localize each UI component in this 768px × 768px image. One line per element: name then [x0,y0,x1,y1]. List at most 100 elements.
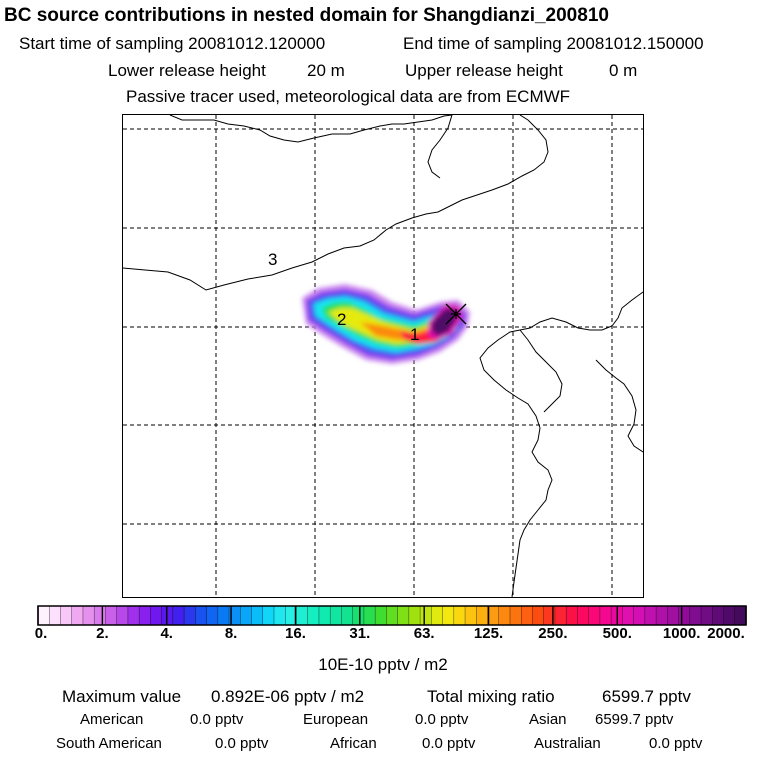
max-value-label: Maximum value [62,687,182,706]
mongolia-lobe [427,115,453,179]
map-canvas: 1 2 3 [123,115,643,597]
region-asian-value: 6599.7 pptv [595,711,674,728]
colorbar-cell [352,606,365,625]
region-african-value: 0.0 pptv [422,735,476,752]
colorbar-cell [678,606,691,625]
colorbar-cell [510,606,522,625]
northern-border [169,115,453,143]
region-american-value: 0.0 pptv [190,711,244,728]
region-african-label: African [330,735,377,752]
lower-release-label: Lower release height [108,61,266,80]
colorbar-cell [577,606,590,625]
map-panel: 1 2 3 [122,114,644,598]
colorbar-cell [588,606,601,625]
colorbar [37,605,747,626]
coast-bohai [479,291,643,597]
colorbar-cell [386,606,399,625]
colorbar-tick-label: 8. [224,625,238,642]
colorbar-cell [318,606,331,625]
colorbar-cell [341,606,354,625]
colorbar-cell [408,606,421,625]
region-european-value: 0.0 pptv [415,711,469,728]
colorbar-cell [375,606,387,625]
colorbar-cell [420,606,432,625]
colorbar-cell [82,606,95,625]
colorbar-cell [285,606,297,625]
colorbar-units: 10E-10 pptv / m2 [318,655,448,674]
colorbar-cell [689,606,702,625]
marker-1: 1 [410,325,419,344]
coastlines [123,115,643,597]
colorbar-cell [532,606,545,625]
colorbar-cell [161,606,174,625]
colorbar-cell [172,606,185,625]
colorbar-cell [139,606,151,625]
colorbar-cell [487,606,500,625]
total-value: 6599.7 pptv [602,687,691,706]
region-australian-value: 0.0 pptv [649,735,703,752]
bohai-inlet [519,329,563,413]
colorbar-tick-label: 2. [96,625,109,642]
colorbar-cell [498,606,511,625]
colorbar-cell [363,606,376,625]
end-time: End time of sampling 20081012.150000 [403,34,704,53]
border-line [123,115,549,291]
colorbar-cell [184,606,196,625]
tracer-note: Passive tracer used, meteorological data… [126,87,571,106]
colorbar-cell [453,606,466,625]
colorbar-cell [465,606,477,625]
colorbar-cell [206,606,219,625]
colorbar-cell [701,606,713,625]
colorbar-cell [442,606,455,625]
region-asian-label: Asian [529,711,567,728]
colorbar-tick-label: 63. [413,625,435,642]
colorbar-cell [94,606,106,625]
colorbar-cell [566,606,578,625]
colorbar-tick-label: 4. [160,625,173,642]
plume-level-10 [432,308,456,336]
colorbar-cell [644,606,657,625]
colorbar-cell [330,606,342,625]
colorbar-cell [599,606,612,625]
colorbar-cell [60,606,73,625]
korea-coast [595,359,643,453]
colorbar-cell [38,606,50,625]
colorbar-tick-label: 125. [473,625,504,642]
total-label: Total mixing ratio [427,687,555,706]
colorbar-cell [195,606,208,625]
region-south-american-value: 0.0 pptv [215,735,269,752]
colorbar-cell [296,606,309,625]
colorbar-cell [543,606,556,625]
colorbar-tick-label: 2000. [707,625,745,642]
colorbar-cell [667,606,680,625]
colorbar-cell [476,606,489,625]
colorbar-cell [150,606,163,625]
region-american-label: American [80,711,144,728]
colorbar-cell [431,606,444,625]
colorbar-tick-label: 31. [349,625,371,642]
colorbar-cell [105,606,118,625]
colorbar-tick-label: 0. [34,625,48,642]
upper-release-value: 0 m [609,61,638,80]
colorbar-tick-label: 1000. [662,625,701,642]
receptor-marker [445,303,467,325]
colorbar-cell [71,606,84,625]
colorbar-cell [622,606,635,625]
colorbar-tick-label: 250. [538,625,568,642]
region-australian-label: Australian [534,735,601,752]
colorbar-cell [229,606,241,625]
colorbar-cell [723,606,736,625]
start-time: Start time of sampling 20081012.120000 [19,34,326,53]
region-south-american-label: South American [56,735,162,752]
colorbar-cell [127,606,140,625]
colorbar-cell [240,606,253,625]
colorbar-cell [521,606,533,625]
colorbar-cell [116,606,129,625]
upper-release-label: Upper release height [405,61,563,80]
colorbar-cell [307,606,320,625]
colorbar-cell [397,606,410,625]
lower-release-value: 20 m [307,61,345,80]
marker-2: 2 [337,310,346,329]
colorbar-cell [734,606,747,625]
concentration-plume [302,284,470,364]
